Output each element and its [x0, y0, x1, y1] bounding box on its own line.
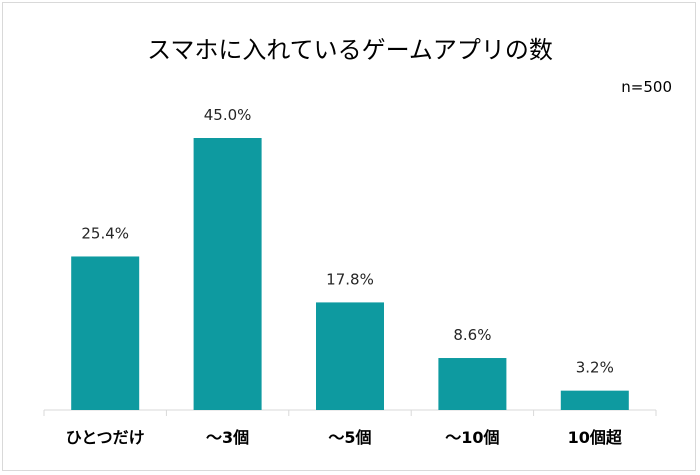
- chart-title: スマホに入れているゲームアプリの数: [147, 36, 553, 64]
- data-label: 45.0%: [204, 106, 252, 124]
- category-label: ～3個: [206, 428, 249, 447]
- data-label: 8.6%: [453, 326, 491, 344]
- bar: [438, 358, 507, 410]
- category-label: 10個超: [568, 428, 623, 447]
- bar: [193, 138, 262, 410]
- bar: [560, 390, 629, 410]
- sample-size-note: n=500: [621, 78, 672, 96]
- category-label: ひとつだけ: [66, 428, 145, 447]
- category-label: ～10個: [445, 428, 499, 447]
- data-label: 25.4%: [81, 224, 129, 242]
- category-label: ～5個: [328, 428, 371, 447]
- data-label: 3.2%: [576, 359, 614, 377]
- bar: [316, 302, 384, 410]
- bar: [71, 256, 140, 410]
- data-label: 17.8%: [326, 270, 374, 288]
